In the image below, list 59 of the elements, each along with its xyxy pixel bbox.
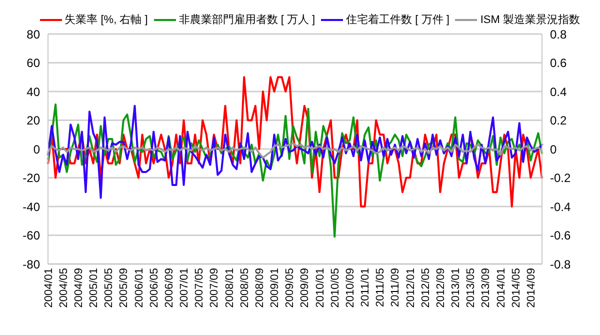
x-tick-label: 2010/01 (314, 268, 326, 308)
y-tick-label: 0 (33, 142, 40, 156)
legend-label: ISM 製造業景況指数 (480, 13, 580, 27)
x-tick-label: 2007/05 (194, 268, 206, 308)
x-tick-label: 2010/05 (329, 268, 342, 308)
x-tick-label: 2004/09 (72, 268, 85, 308)
x-tick-label: 2014/01 (495, 268, 508, 308)
x-tick-label: 2011/05 (374, 268, 387, 307)
y2-tick-label: -0.2 (550, 171, 572, 186)
x-tick-label: 2009/09 (299, 268, 312, 308)
x-tick-label: 2011/09 (390, 268, 402, 307)
legend-label: 住宅着工件数 [ 万件 ] (346, 12, 450, 27)
y-tick-label: 20 (26, 114, 40, 128)
y-tick-label: -60 (22, 228, 40, 243)
x-tick-label: 2012/01 (404, 268, 417, 308)
x-tick-label: 2012/09 (434, 268, 447, 308)
x-tick-label: 2005/09 (118, 268, 130, 308)
x-tick-label: 2005/05 (103, 268, 116, 308)
x-tick-label: 2004/01 (42, 268, 55, 308)
x-tick-label: 2009/01 (269, 268, 282, 308)
y2-tick-label: -0.8 (550, 257, 572, 272)
x-tick-label: 2013/09 (480, 268, 492, 308)
x-tick-label: 2010/09 (344, 268, 356, 308)
y-tick-label: -80 (22, 257, 40, 272)
x-tick-label: 2008/01 (224, 268, 236, 308)
x-tick-label: 2014/09 (525, 268, 538, 308)
y2-tick-label: -0.4 (550, 200, 572, 214)
x-tick-label: 2011/01 (360, 268, 372, 307)
y2-tick-label: 0 (550, 142, 557, 156)
y-tick-label: -40 (22, 200, 40, 214)
y2-tick-label: 0.8 (550, 27, 568, 42)
y-tick-label: -20 (22, 171, 40, 186)
x-tick-label: 2006/05 (148, 268, 160, 308)
x-tick-label: 2009/05 (284, 268, 296, 308)
y-tick-label: 80 (26, 27, 40, 42)
x-tick-label: 2013/05 (465, 268, 478, 308)
x-tick-label: 2012/05 (420, 268, 432, 308)
y2-tick-label: -0.6 (550, 228, 572, 243)
x-tick-label: 2013/01 (450, 268, 462, 308)
x-tick-label: 2007/09 (208, 268, 221, 308)
x-tick-label: 2005/01 (88, 268, 100, 308)
y2-tick-label: 0.4 (550, 84, 568, 99)
line-series (47, 142, 543, 159)
x-tick-label: 2014/05 (510, 268, 522, 308)
line-series (47, 103, 543, 238)
x-tick-label: 2006/09 (163, 268, 176, 308)
y2-tick-label: 0.6 (550, 56, 568, 70)
line-series (47, 76, 543, 208)
legend-label: 非農業部門雇用者数 [ 万人 ] (178, 12, 316, 27)
x-tick-label: 2008/09 (254, 268, 266, 308)
x-tick-label: 2008/05 (238, 268, 251, 308)
y-tick-label: 60 (26, 56, 40, 70)
y-tick-label: 40 (26, 84, 40, 99)
x-tick-label: 2006/01 (133, 268, 146, 308)
x-tick-label: 2004/05 (58, 268, 70, 308)
legend-label: 失業率 [%, 右軸 ] (64, 12, 148, 27)
x-tick-label: 2007/01 (178, 268, 191, 308)
line-series (47, 104, 543, 199)
y2-tick-label: 0.2 (550, 114, 568, 128)
